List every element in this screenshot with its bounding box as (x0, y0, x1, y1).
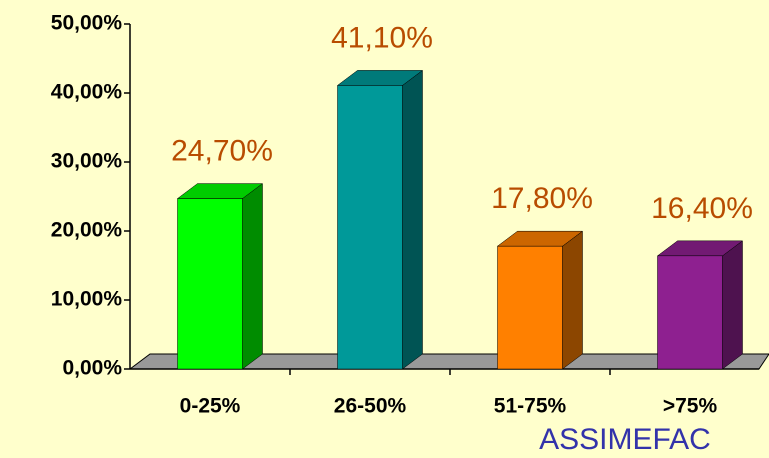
bar (337, 85, 403, 370)
x-tick-label: 51-75% (494, 395, 567, 418)
x-tick-label: >75% (663, 395, 718, 418)
annotation: ASSIMEFAC (539, 423, 711, 456)
y-tick-label: 10,00% (51, 288, 123, 311)
x-tick-label: 26-50% (334, 395, 407, 418)
bar-side (722, 240, 743, 370)
y-tick-label: 30,00% (51, 150, 123, 173)
bar (497, 245, 563, 370)
y-tick-label: 20,00% (51, 219, 123, 242)
bar (657, 255, 723, 370)
value-label: 24,70% (171, 134, 273, 167)
bar-side (562, 230, 583, 370)
value-label: 17,80% (491, 182, 593, 215)
y-tick-label: 50,00% (51, 12, 123, 35)
y-tick-label: 40,00% (51, 81, 123, 104)
x-tick-label: 0-25% (180, 395, 241, 418)
value-label: 41,10% (331, 21, 433, 54)
bar-side (402, 69, 423, 370)
value-label: 16,40% (651, 192, 753, 225)
y-tick-label: 0,00% (62, 357, 122, 380)
bar-side (242, 183, 263, 370)
bar (177, 198, 243, 370)
